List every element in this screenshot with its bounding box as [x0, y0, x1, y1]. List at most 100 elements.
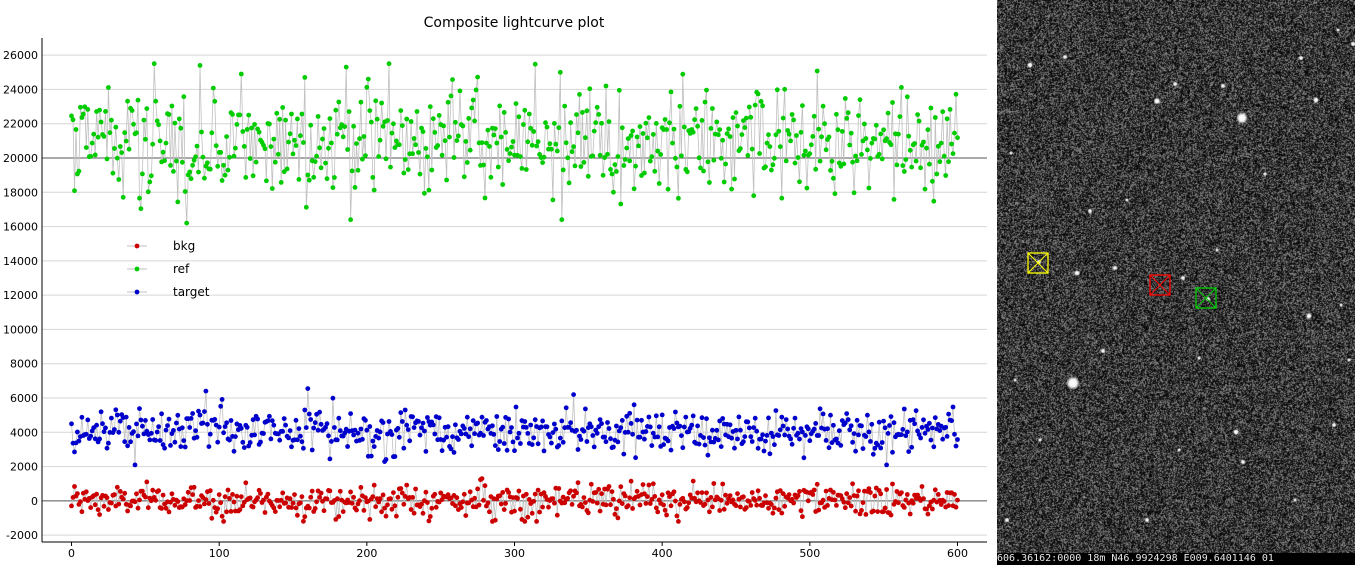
data-point-target: [311, 425, 317, 431]
data-point-ref: [950, 151, 956, 157]
data-point-ref: [101, 134, 107, 139]
data-point-target: [492, 443, 498, 448]
data-point-target: [937, 428, 943, 433]
data-point-ref: [924, 145, 929, 151]
data-point-target: [298, 433, 303, 439]
data-point-ref: [141, 117, 147, 123]
data-point-bkg: [676, 519, 681, 524]
data-point-bkg: [724, 500, 730, 506]
data-point-target: [464, 414, 470, 420]
data-point-target: [733, 427, 739, 433]
data-point-target: [779, 414, 785, 420]
data-point-bkg: [841, 499, 847, 505]
data-point-ref: [417, 171, 423, 177]
data-point-target: [174, 420, 179, 426]
data-point-ref: [345, 147, 350, 152]
data-point-target: [630, 431, 635, 437]
data-point-bkg: [389, 506, 395, 512]
data-point-ref: [575, 130, 581, 136]
aperture-marker[interactable]: [1027, 252, 1049, 274]
data-point-target: [500, 424, 506, 430]
data-point-ref: [358, 99, 364, 105]
data-point-bkg: [743, 505, 749, 511]
aperture-marker[interactable]: [1195, 287, 1217, 309]
data-point-bkg: [863, 512, 869, 517]
legend-item-ref: ref: [127, 262, 190, 276]
data-point-ref: [803, 148, 808, 154]
data-point-target: [410, 414, 415, 420]
data-point-target: [218, 403, 224, 409]
data-point-target: [552, 421, 557, 427]
data-point-target: [472, 431, 477, 437]
data-point-target: [910, 417, 916, 423]
data-point-bkg: [779, 510, 785, 516]
data-point-ref: [289, 111, 294, 117]
data-point-ref: [305, 172, 311, 178]
data-point-target: [355, 430, 361, 436]
data-point-ref: [396, 142, 402, 148]
data-point-ref: [272, 159, 278, 165]
data-point-ref: [383, 156, 389, 162]
data-point-bkg: [825, 503, 830, 508]
data-point-ref: [436, 113, 442, 118]
data-point-bkg: [419, 501, 424, 507]
data-point-target: [705, 452, 711, 458]
sky-image[interactable]: [997, 0, 1355, 555]
data-point-target: [269, 418, 275, 424]
y-tick-label: 14000: [3, 255, 38, 268]
sky-image-panel[interactable]: 606.36162:0000 18m N46.9924298 E009.6401…: [997, 0, 1355, 565]
data-point-target: [194, 434, 200, 440]
data-point-bkg: [650, 481, 656, 487]
data-point-ref: [447, 134, 452, 140]
data-point-bkg: [308, 494, 314, 500]
data-point-bkg: [615, 515, 621, 521]
data-point-target: [122, 439, 128, 445]
data-point-ref: [773, 132, 779, 138]
data-point-ref: [915, 112, 920, 117]
data-point-ref: [398, 108, 404, 113]
data-point-target: [715, 437, 721, 443]
data-point-target: [303, 425, 309, 430]
data-point-target: [625, 429, 631, 435]
data-point-target: [165, 423, 170, 428]
data-point-bkg: [383, 513, 389, 519]
data-point-target: [479, 414, 485, 420]
data-point-bkg: [681, 499, 687, 505]
data-point-ref: [786, 131, 792, 137]
data-point-bkg: [238, 494, 244, 500]
data-point-bkg: [512, 508, 517, 514]
data-point-ref: [334, 131, 340, 137]
data-point-target: [352, 427, 358, 433]
data-point-target: [466, 434, 472, 440]
data-point-target: [853, 448, 858, 454]
data-point-target: [912, 421, 917, 427]
data-point-bkg: [458, 505, 464, 510]
data-point-target: [289, 444, 294, 450]
data-point-ref: [126, 146, 132, 152]
data-point-target: [315, 427, 321, 433]
data-point-ref: [640, 131, 646, 136]
data-point-bkg: [872, 493, 878, 499]
data-point-bkg: [526, 497, 532, 502]
data-point-target: [891, 420, 897, 426]
data-point-target: [699, 415, 705, 421]
data-point-target: [674, 420, 680, 426]
data-point-target: [711, 439, 717, 445]
data-point-bkg: [271, 505, 277, 511]
data-point-bkg: [413, 486, 418, 492]
data-point-target: [376, 435, 382, 441]
data-point-bkg: [144, 479, 150, 485]
data-point-ref: [679, 153, 684, 159]
data-point-ref: [373, 98, 379, 104]
data-point-ref: [148, 173, 154, 179]
aperture-marker[interactable]: [1149, 274, 1171, 296]
data-point-target: [758, 436, 764, 442]
data-point-bkg: [746, 499, 752, 504]
data-point-bkg: [454, 495, 460, 501]
data-point-bkg: [394, 513, 399, 519]
data-point-target: [324, 421, 330, 427]
data-point-ref: [264, 178, 269, 184]
data-point-target: [247, 440, 253, 445]
data-point-target: [915, 428, 920, 434]
data-point-bkg: [842, 505, 848, 511]
